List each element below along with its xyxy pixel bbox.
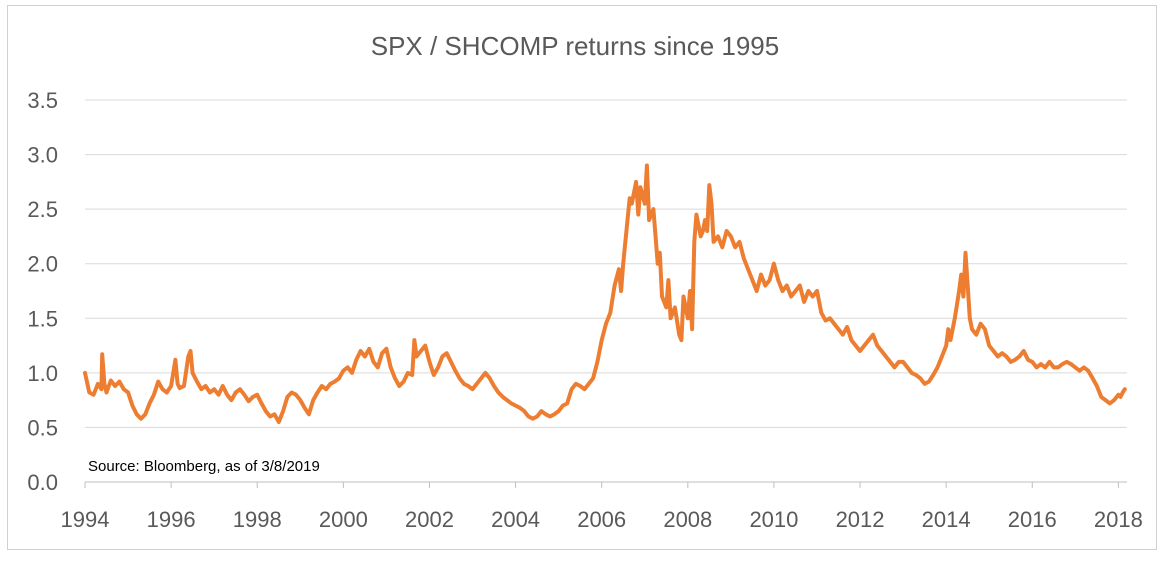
x-tick-label: 1996 bbox=[147, 507, 196, 532]
y-tick-label: 2.0 bbox=[27, 252, 58, 277]
gridlines bbox=[85, 99, 1127, 483]
x-tick-label: 1998 bbox=[233, 507, 282, 532]
x-tick-label: 2008 bbox=[663, 507, 712, 532]
x-tick-label: 2014 bbox=[922, 507, 971, 532]
x-tick-label: 2006 bbox=[577, 507, 626, 532]
y-tick-label: 3.0 bbox=[27, 143, 58, 168]
y-tick-label: 0.5 bbox=[27, 415, 58, 440]
x-tick-label: 1994 bbox=[61, 507, 110, 532]
x-tick-label: 2012 bbox=[836, 507, 885, 532]
y-tick-label: 3.5 bbox=[27, 88, 58, 113]
y-tick-label: 0.0 bbox=[27, 470, 58, 495]
y-tick-label: 1.0 bbox=[27, 361, 58, 386]
x-tick-label: 2000 bbox=[319, 507, 368, 532]
x-tick-label: 2004 bbox=[491, 507, 540, 532]
x-tick-label: 2010 bbox=[749, 507, 798, 532]
x-tick-label: 2002 bbox=[405, 507, 454, 532]
x-tick-label: 2016 bbox=[1008, 507, 1057, 532]
x-tick-label: 2018 bbox=[1094, 507, 1143, 532]
chart-title: SPX / SHCOMP returns since 1995 bbox=[371, 31, 779, 61]
series-group bbox=[83, 163, 1127, 424]
y-tick-label: 1.5 bbox=[27, 306, 58, 331]
x-axis-ticks: 1994 1996 1998 2000 2002 2004 2006 2008 2010 2012… bbox=[61, 482, 1143, 532]
source-annotation: Source: Bloomberg, as of 3/8/2019 bbox=[88, 458, 320, 475]
y-tick-label: 2.5 bbox=[27, 197, 58, 222]
y-axis-ticks: 0.0 0.5 1.0 1.5 2.0 2.5 3.0 3.5 bbox=[27, 88, 58, 495]
series-line bbox=[83, 163, 1127, 424]
